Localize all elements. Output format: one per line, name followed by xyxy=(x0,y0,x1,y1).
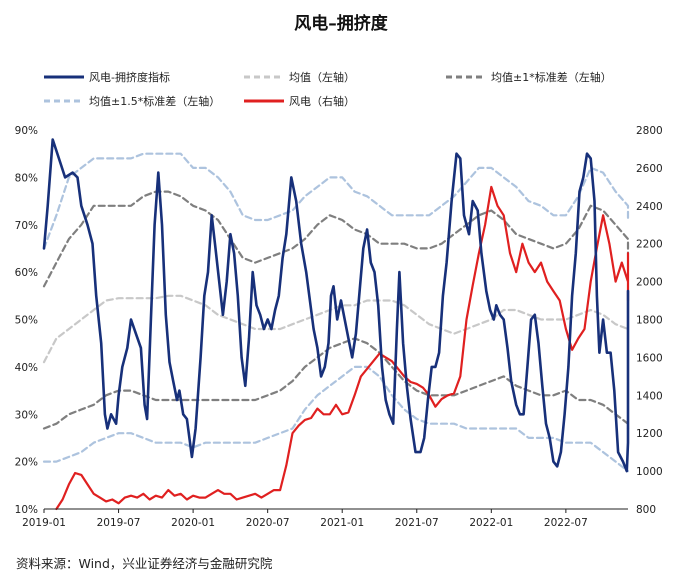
legend-label-mean: 均值（左轴） xyxy=(289,70,355,84)
y-right-tick-label: 2600 xyxy=(636,163,663,175)
y-right-tick-label: 1400 xyxy=(636,390,663,402)
y-left-tick-label: 30% xyxy=(15,409,38,421)
y-right-tick-label: 1600 xyxy=(636,352,663,364)
series-line-crowding xyxy=(42,138,630,473)
x-tick-label: 2022-07 xyxy=(544,517,588,529)
y-right-tick-label: 1200 xyxy=(636,428,663,440)
legend-label-crowding: 风电-拥挤度指标 xyxy=(89,70,170,84)
legend-label-band1: 均值±1*标准差（左轴） xyxy=(491,70,612,84)
series-line-price xyxy=(55,185,630,511)
y-left-tick-label: 40% xyxy=(15,362,38,374)
y-right-tick-label: 2200 xyxy=(636,239,663,251)
legend: 风电-拥挤度指标 均值（左轴） 均值±1*标准差（左轴） 均值±1.5*标准差（… xyxy=(44,70,612,108)
series-line-upper15 xyxy=(42,152,630,250)
y-left-tick-label: 10% xyxy=(15,504,38,516)
source-note: 资料来源：Wind，兴业证券经济与金融研究院 xyxy=(16,556,273,571)
chart-title: 风电–拥挤度 xyxy=(294,13,388,34)
series-line-mean xyxy=(42,294,630,364)
x-tick-label: 2019-01 xyxy=(22,517,66,529)
x-tick-label: 2020-07 xyxy=(246,517,290,529)
y-right-tick-label: 2400 xyxy=(636,201,663,213)
x-axis: 2019-01 2019-07 2020-01 2020-07 2021-01 2021-… xyxy=(22,509,588,529)
y-left-tick-label: 70% xyxy=(15,220,38,232)
y-right-tick-label: 800 xyxy=(636,504,656,516)
series-line-lower15 xyxy=(42,365,630,473)
x-tick-label: 2019-07 xyxy=(97,517,141,529)
y-axis-left: 10% 20% 30% 40% 50% 60% 70% 80% 90% xyxy=(15,125,38,516)
x-tick-label: 2021-01 xyxy=(320,517,364,529)
y-right-tick-label: 1800 xyxy=(636,315,663,327)
x-tick-label: 2021-07 xyxy=(395,517,439,529)
y-left-tick-label: 60% xyxy=(15,267,38,279)
y-left-tick-label: 80% xyxy=(15,172,38,184)
y-left-tick-label: 50% xyxy=(15,315,38,327)
y-left-tick-label: 90% xyxy=(15,125,38,137)
series-line-upper1 xyxy=(42,190,630,288)
x-tick-label: 2022-01 xyxy=(469,517,513,529)
plot-area: 2019-01 2019-07 2020-01 2020-07 2021-01 2021-… xyxy=(15,125,663,529)
series-layer xyxy=(42,138,630,511)
y-left-tick-label: 20% xyxy=(15,457,38,469)
y-axis-right: 800 1000 1200 1400 1600 1800 2000 2200 2400 2600 2… xyxy=(636,125,663,516)
x-tick-label: 2020-01 xyxy=(171,517,215,529)
y-right-tick-label: 2000 xyxy=(636,277,663,289)
y-right-tick-label: 1000 xyxy=(636,466,663,478)
legend-label-band15: 均值±1.5*标准差（左轴） xyxy=(89,94,220,108)
legend-label-price: 风电（右轴） xyxy=(289,94,355,108)
y-right-tick-label: 2800 xyxy=(636,125,663,137)
